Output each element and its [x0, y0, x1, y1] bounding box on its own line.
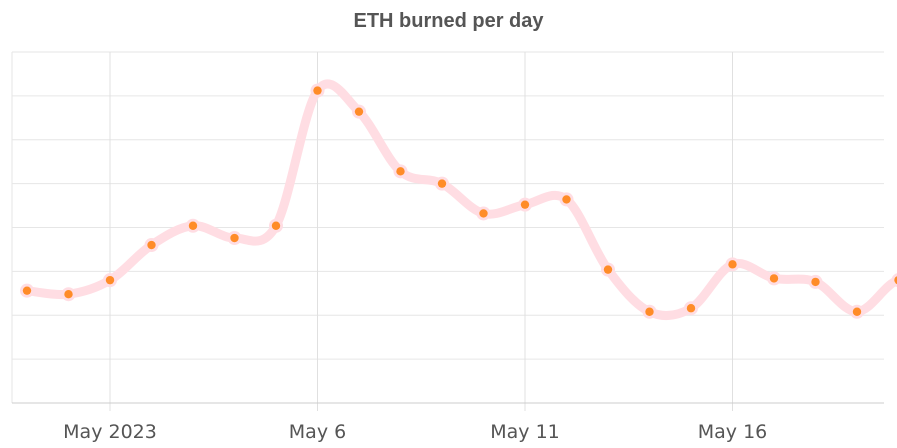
data-point-halo: [891, 273, 897, 287]
data-point: [852, 307, 862, 316]
data-point: [271, 221, 281, 230]
data-point: [147, 240, 156, 250]
data-point: [354, 107, 364, 116]
data-point: [520, 200, 530, 209]
x-tick-label: May 6: [289, 421, 346, 443]
data-point: [811, 277, 820, 287]
data-point: [105, 275, 115, 285]
data-point: [562, 195, 571, 204]
data-point: [230, 233, 239, 243]
data-point: [645, 307, 654, 316]
data-point: [894, 276, 897, 285]
series-line: [22, 79, 897, 321]
data-point: [769, 274, 779, 283]
data-point: [22, 286, 32, 295]
data-point: [64, 289, 73, 299]
x-tick-label: May 2023: [63, 421, 157, 443]
chart-title: ETH burned per day: [353, 10, 544, 32]
data-point: [396, 167, 405, 176]
data-point: [313, 86, 322, 95]
x-tick-label: May 16: [698, 421, 768, 443]
data-point: [603, 265, 613, 274]
x-tick-label: May 11: [490, 421, 560, 443]
data-point: [479, 209, 488, 218]
data-point: [728, 260, 737, 269]
data-point: [188, 221, 198, 230]
data-point: [437, 179, 447, 188]
data-point: [686, 304, 696, 313]
